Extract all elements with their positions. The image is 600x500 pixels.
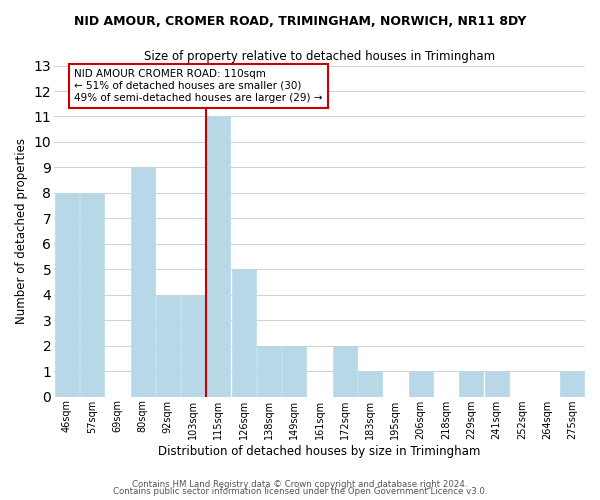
- Text: Contains HM Land Registry data © Crown copyright and database right 2024.: Contains HM Land Registry data © Crown c…: [132, 480, 468, 489]
- Bar: [409, 371, 433, 396]
- Bar: [485, 371, 509, 396]
- Title: Size of property relative to detached houses in Trimingham: Size of property relative to detached ho…: [144, 50, 495, 63]
- Text: Contains public sector information licensed under the Open Government Licence v3: Contains public sector information licen…: [113, 487, 487, 496]
- Bar: [358, 371, 382, 396]
- Text: NID AMOUR CROMER ROAD: 110sqm
← 51% of detached houses are smaller (30)
49% of s: NID AMOUR CROMER ROAD: 110sqm ← 51% of d…: [74, 70, 323, 102]
- Bar: [156, 295, 180, 396]
- Bar: [55, 193, 79, 396]
- Bar: [131, 168, 155, 396]
- Text: NID AMOUR, CROMER ROAD, TRIMINGHAM, NORWICH, NR11 8DY: NID AMOUR, CROMER ROAD, TRIMINGHAM, NORW…: [74, 15, 526, 28]
- Bar: [459, 371, 483, 396]
- Bar: [257, 346, 281, 397]
- Bar: [206, 116, 230, 396]
- Bar: [181, 295, 205, 396]
- Bar: [560, 371, 584, 396]
- Bar: [232, 270, 256, 396]
- X-axis label: Distribution of detached houses by size in Trimingham: Distribution of detached houses by size …: [158, 444, 481, 458]
- Bar: [333, 346, 357, 397]
- Y-axis label: Number of detached properties: Number of detached properties: [15, 138, 28, 324]
- Bar: [80, 193, 104, 396]
- Bar: [282, 346, 306, 397]
